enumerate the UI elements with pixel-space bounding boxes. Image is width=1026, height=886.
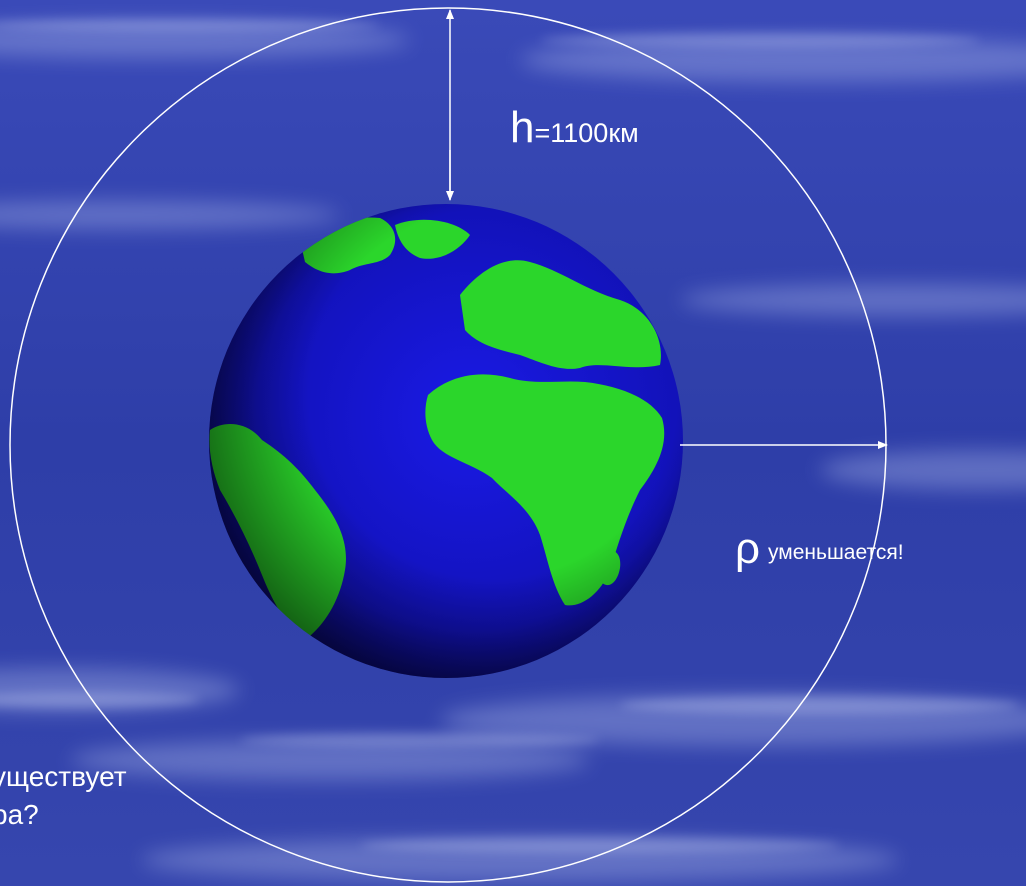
question-line-1: уществует <box>0 761 127 792</box>
altitude-value: =1100км <box>534 118 639 148</box>
density-text: уменьшается! <box>768 541 904 564</box>
density-label: ρ уменьшается! <box>735 527 904 571</box>
altitude-symbol: h <box>510 103 535 152</box>
earth-globe-icon <box>209 204 683 678</box>
question-text: уществует ра? <box>0 758 127 834</box>
altitude-label: h=1100км <box>510 106 639 150</box>
density-symbol: ρ <box>735 524 761 573</box>
question-line-2: ра? <box>0 799 39 830</box>
